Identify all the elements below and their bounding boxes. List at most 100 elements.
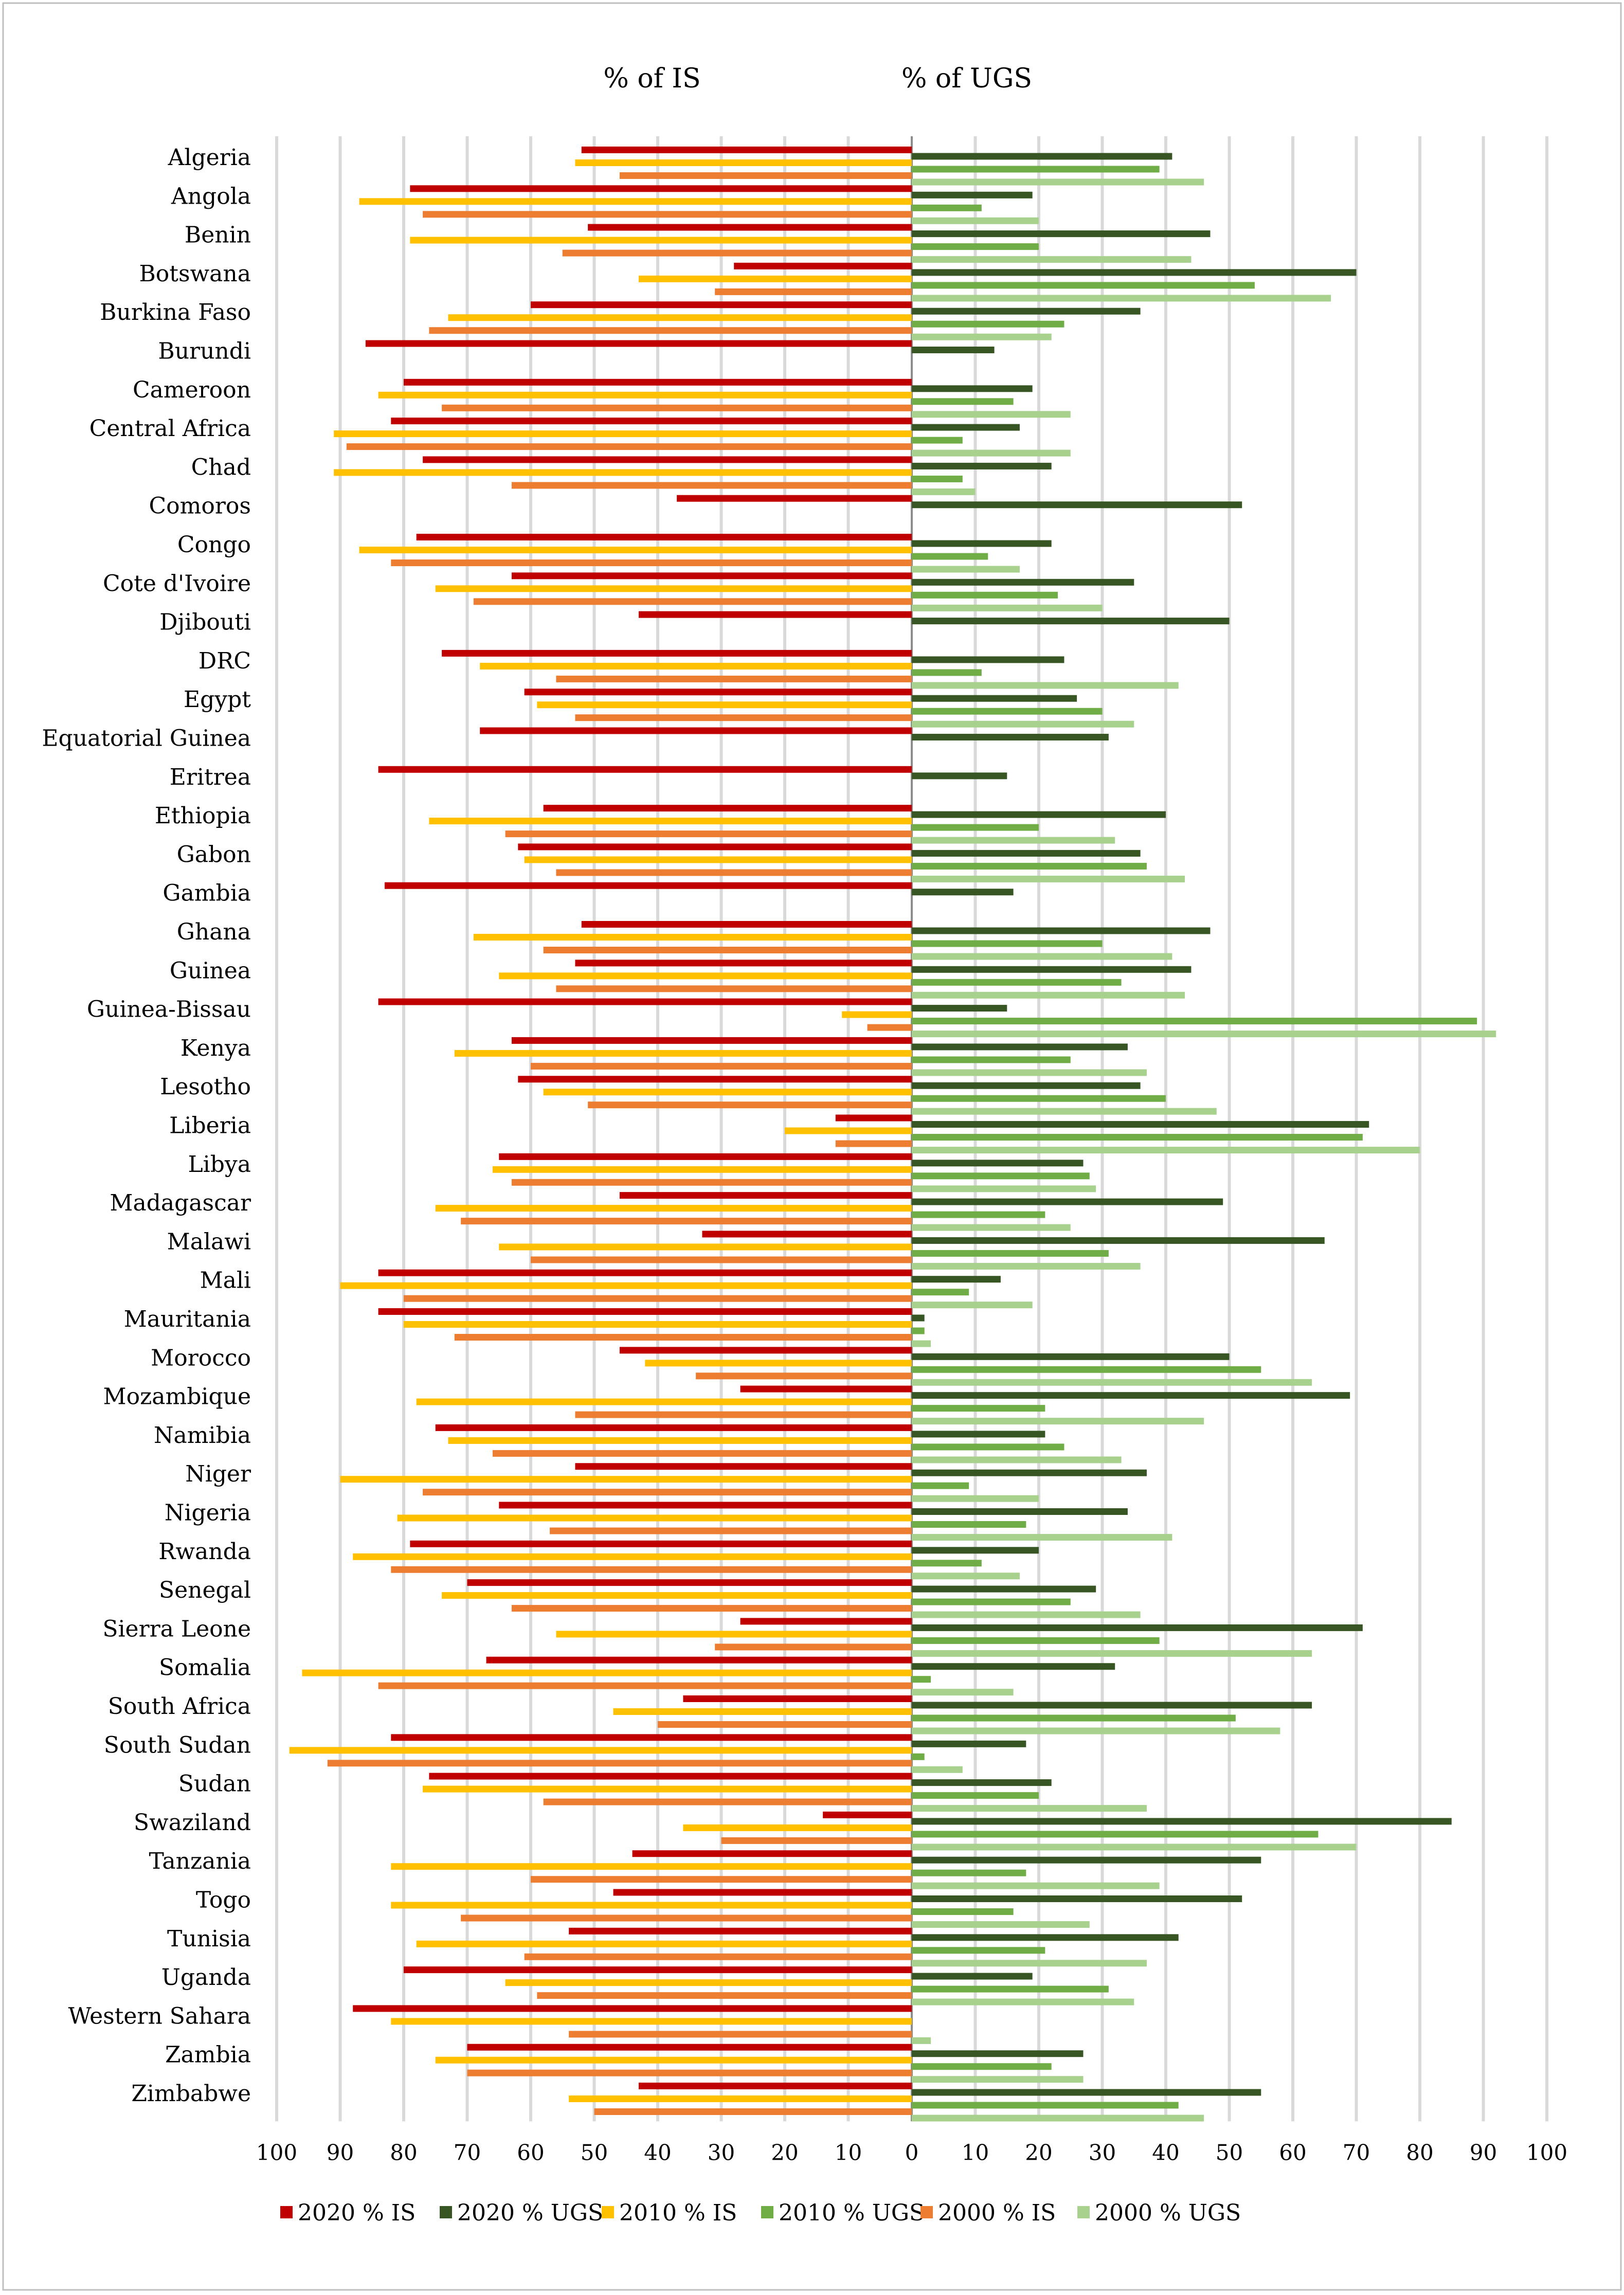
bar (391, 2018, 912, 2025)
bar (423, 456, 912, 463)
bar (912, 1456, 1122, 1463)
bar (912, 1262, 1141, 1270)
bar (619, 172, 912, 179)
category-label: South Africa (108, 1693, 251, 1720)
bar (486, 1656, 912, 1664)
bar (531, 1256, 912, 1263)
bar (632, 1850, 912, 1857)
bar (912, 1521, 1026, 1528)
category-label: Ethiopia (155, 803, 251, 829)
category-label: Libya (188, 1151, 251, 1178)
bar (912, 1985, 1109, 1993)
bar (467, 2044, 912, 2051)
bar (365, 340, 912, 347)
bar (912, 695, 1077, 702)
bar (473, 934, 912, 941)
x-tick-label-left: 90 (327, 2140, 354, 2165)
bar (461, 1914, 912, 1922)
bar (912, 178, 1204, 186)
bar (683, 1695, 912, 1702)
bar (391, 1566, 912, 1573)
bar (346, 443, 912, 450)
bar (912, 1998, 1134, 2005)
legend-entry: 2020 % UGS (440, 2200, 603, 2226)
category-label: Djibouti (159, 609, 251, 636)
bar (912, 1031, 1496, 1038)
bar (378, 1308, 912, 1315)
bar (581, 921, 912, 928)
bar (912, 1056, 1071, 1063)
bar (391, 1863, 912, 1870)
bar (505, 1979, 912, 1986)
bar (543, 805, 912, 812)
category-label: Tanzania (149, 1848, 251, 1874)
bar (518, 1076, 912, 1083)
bar (912, 1418, 1204, 1425)
bar (912, 1624, 1363, 1631)
bar (543, 1798, 912, 1805)
category-label: Somalia (159, 1655, 251, 1681)
bar (912, 1108, 1217, 1115)
bar (912, 553, 988, 560)
bar (912, 850, 1141, 857)
bar (391, 418, 912, 425)
bar (912, 1147, 1420, 1153)
bar (912, 1185, 1096, 1192)
bar (912, 1947, 1045, 1954)
category-label: Cameroon (133, 377, 251, 403)
x-tick-label-right: 90 (1470, 2140, 1497, 2165)
category-label: Burkina Faso (100, 299, 251, 326)
bar (912, 824, 1039, 831)
bar (912, 449, 1071, 457)
bar (696, 1372, 912, 1380)
bar (638, 2083, 912, 2089)
bar (912, 295, 1331, 302)
category-label: Equatorial Guinea (42, 726, 251, 752)
bar (359, 198, 912, 205)
bar (511, 1179, 912, 1186)
bar (537, 1992, 912, 1999)
bar (912, 540, 1052, 547)
bar (912, 1508, 1128, 1515)
bar (912, 1043, 1128, 1051)
category-label: Guinea-Bissau (87, 997, 251, 1023)
category-label: Nigeria (165, 1500, 251, 1526)
bar (912, 1611, 1141, 1618)
bar (334, 469, 912, 476)
bar (912, 1598, 1071, 1605)
bar-layer (289, 147, 1496, 2122)
bar (410, 1540, 912, 1547)
bar (423, 1785, 912, 1793)
legend-swatch (761, 2206, 773, 2218)
bar (912, 1198, 1223, 1205)
bar (912, 566, 1020, 573)
bar (912, 1779, 1052, 1786)
bar (499, 1153, 912, 1160)
bar (384, 882, 912, 889)
bar (912, 811, 1166, 818)
category-label: Kenya (181, 1035, 251, 1061)
bar (480, 727, 912, 734)
bar (404, 1295, 912, 1302)
bar (416, 534, 912, 540)
legend-entry: 2010 % UGS (761, 2200, 925, 2226)
bar (638, 611, 912, 618)
bar (912, 1573, 1020, 1580)
bar (715, 288, 912, 295)
x-tick-label-right: 80 (1406, 2140, 1433, 2165)
x-tick-label-left: 40 (644, 2140, 671, 2165)
bar (378, 1682, 912, 1689)
bar (435, 585, 912, 592)
bar (912, 424, 1020, 431)
x-tick-label-right: 60 (1279, 2140, 1306, 2165)
category-label: Niger (185, 1461, 251, 1487)
bar (531, 1062, 912, 1070)
x-tick-label-left: 30 (708, 2140, 735, 2165)
bar (429, 327, 912, 334)
legend-entry: 2000 % UGS (1077, 2200, 1241, 2226)
bar (480, 662, 912, 670)
bar (912, 1560, 982, 1567)
bar (842, 1011, 912, 1018)
bar (912, 2102, 1179, 2109)
bar (912, 347, 995, 353)
